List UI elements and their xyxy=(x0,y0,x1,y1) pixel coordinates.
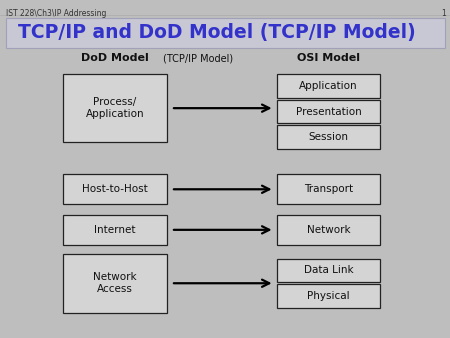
FancyBboxPatch shape xyxy=(277,284,380,308)
Text: IST 228\Ch3\IP Addressing: IST 228\Ch3\IP Addressing xyxy=(6,9,107,18)
Text: (TCP/IP Model): (TCP/IP Model) xyxy=(163,53,233,63)
FancyBboxPatch shape xyxy=(277,125,380,149)
Text: Network: Network xyxy=(307,225,350,235)
FancyBboxPatch shape xyxy=(6,18,445,48)
FancyBboxPatch shape xyxy=(277,100,380,123)
Text: DoD Model: DoD Model xyxy=(81,53,148,63)
FancyBboxPatch shape xyxy=(277,259,380,282)
FancyBboxPatch shape xyxy=(63,174,166,204)
FancyBboxPatch shape xyxy=(63,74,166,142)
Text: Internet: Internet xyxy=(94,225,135,235)
Text: OSI Model: OSI Model xyxy=(297,53,360,63)
Text: Data Link: Data Link xyxy=(304,265,353,275)
Text: Session: Session xyxy=(309,132,348,142)
FancyBboxPatch shape xyxy=(277,215,380,245)
Text: Process/
Application: Process/ Application xyxy=(86,97,144,119)
Text: Host-to-Host: Host-to-Host xyxy=(82,184,148,194)
Text: TCP/IP and DoD Model (TCP/IP Model): TCP/IP and DoD Model (TCP/IP Model) xyxy=(18,23,416,42)
Text: Transport: Transport xyxy=(304,184,353,194)
FancyBboxPatch shape xyxy=(277,174,380,204)
FancyBboxPatch shape xyxy=(63,215,166,245)
Text: 1: 1 xyxy=(441,9,446,18)
Text: Physical: Physical xyxy=(307,291,350,301)
Text: Presentation: Presentation xyxy=(296,106,361,117)
FancyBboxPatch shape xyxy=(277,74,380,98)
Text: Application: Application xyxy=(299,81,358,91)
FancyBboxPatch shape xyxy=(63,254,166,313)
Text: Network
Access: Network Access xyxy=(93,272,136,294)
